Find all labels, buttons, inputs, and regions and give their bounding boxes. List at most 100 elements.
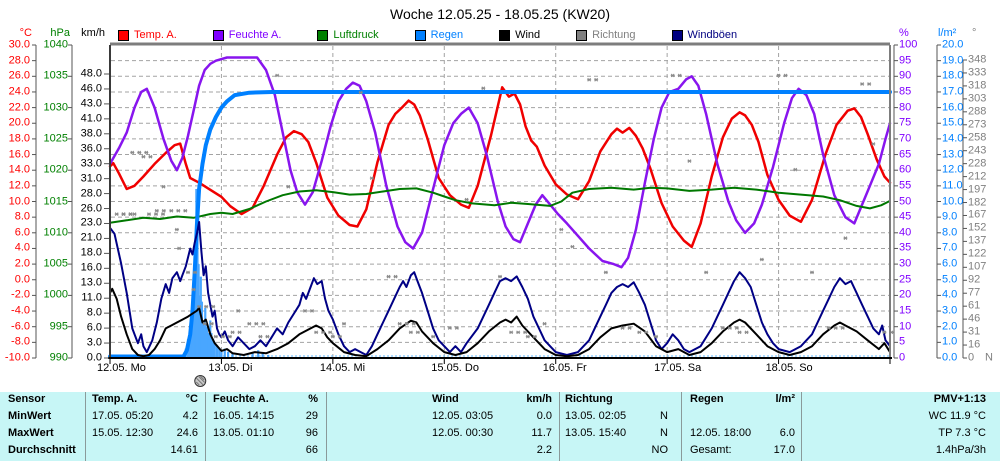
humidity-tick-label: 75: [899, 116, 912, 129]
wind-tick-label: 26.0: [80, 202, 102, 215]
humidity-tick-label: 30: [899, 257, 912, 270]
table-temp-min-date: 17.05. 05:20: [92, 410, 154, 422]
table-temp-max-value: 24.6: [176, 427, 198, 439]
direction-marker: [454, 326, 459, 330]
rain-tick-label: 0.0: [942, 351, 958, 364]
direction-marker: [498, 274, 502, 279]
direction-marker: [826, 326, 831, 330]
pressure-tick-label: 1015: [43, 195, 68, 207]
rain-bar: [204, 307, 207, 357]
direction-marker: [411, 321, 416, 326]
table-temp-unit: °C: [185, 393, 198, 405]
moon-phase-icon: [194, 375, 207, 387]
rain-bar: [211, 339, 215, 357]
direction-marker: [183, 208, 188, 213]
direction-marker: [415, 330, 420, 335]
direction-marker: [654, 334, 658, 339]
temp-tick-label: -2.0: [11, 288, 30, 301]
table-humidity-max-date: 13.05. 01:10: [213, 427, 275, 439]
direction-marker: [867, 82, 872, 86]
rain-bar: [188, 342, 191, 357]
rain-tick-label: 8.0: [942, 226, 958, 239]
table-wind-unit: km/h: [526, 393, 552, 405]
pressure-tick-label: 1030: [43, 101, 68, 114]
rain-tick-label: 2.0: [942, 320, 958, 333]
wind-tick-label: 16.0: [80, 261, 102, 274]
rain-tick-label: 15.0: [942, 116, 964, 129]
direction-tick-label: 0: [968, 351, 975, 364]
legend-swatch-icon: [118, 29, 129, 41]
direction-marker: [220, 334, 225, 339]
direction-marker: [525, 334, 530, 339]
table-rain-header: Regen: [690, 393, 724, 405]
temp-axis-unit: °C: [19, 27, 32, 39]
humidity-tick-label: 80: [899, 101, 912, 114]
direction-marker: [286, 184, 291, 189]
direction-marker: [330, 334, 335, 339]
wind-tick-label: 33.0: [80, 157, 102, 170]
temp-tick-label: 16.0: [8, 148, 30, 161]
table-column-separator: [205, 392, 206, 461]
direction-marker: [114, 212, 119, 217]
rain-tick-label: 18.0: [942, 69, 964, 82]
direction-tick-label: 16: [968, 338, 981, 351]
direction-marker: [620, 326, 625, 330]
x-axis-day-label: 13.05. Di: [208, 362, 253, 374]
humidity-tick-label: 20: [899, 288, 912, 301]
humidity-tick-label: 40: [899, 226, 912, 239]
direction-marker: [236, 309, 241, 313]
humidity-axis-unit: %: [899, 27, 909, 39]
pressure-tick-label: 1035: [43, 69, 68, 82]
direction-tick-label: 197: [968, 183, 987, 196]
humidity-tick-label: 90: [899, 69, 912, 82]
legend-swatch-icon: [499, 29, 511, 41]
table-extra-value: 1.4hPa/3h: [935, 444, 986, 456]
humidity-tick-label: 35: [899, 241, 912, 254]
legend-item-luftdruck: Luftdruck: [317, 29, 379, 41]
direction-tick-label: 92: [968, 273, 981, 286]
legend-label: Windböen: [687, 29, 738, 41]
legend-label: Wind: [515, 29, 541, 41]
legend-swatch-icon: [576, 29, 588, 41]
table-rain-total-value: 17.0: [773, 444, 795, 456]
direction-tick-label: 167: [968, 208, 987, 221]
temp-tick-label: 4.0: [14, 241, 30, 254]
rain-bar: [194, 248, 197, 357]
direction-marker: [677, 73, 682, 78]
table-wind-header: Wind: [432, 393, 459, 405]
wind-tick-label: 8.0: [86, 306, 102, 319]
direction-marker: [130, 150, 135, 155]
direction-marker: [161, 208, 166, 213]
direction-marker: [637, 330, 642, 335]
temp-tick-label: 10.0: [8, 195, 30, 207]
table-humidity-max-value: 96: [305, 427, 318, 439]
rain-tick-label: 11.0: [942, 179, 963, 192]
direction-marker: [603, 270, 608, 275]
direction-marker: [727, 326, 732, 330]
direction-marker: [148, 154, 153, 159]
direction-marker: [176, 208, 181, 213]
rain-bar: [202, 320, 205, 357]
rain-bar: [209, 320, 212, 357]
rain-tick-label: 12.0: [942, 163, 964, 176]
humidity-tick-label: 15: [899, 304, 912, 317]
rain-bar: [193, 289, 196, 357]
table-row-label: Sensor: [8, 393, 46, 405]
wind-tick-label: 43.0: [80, 97, 102, 110]
direction-marker: [128, 212, 133, 217]
direction-marker: [587, 77, 592, 82]
rain-bar: [251, 353, 254, 357]
pressure-tick-label: 1000: [43, 288, 68, 301]
direction-tick-label: 303: [968, 92, 987, 105]
rain-bar: [210, 332, 213, 357]
direction-tick-label: 273: [968, 118, 987, 131]
temp-tick-label: 0.0: [14, 273, 30, 286]
direction-axis-unit: °: [972, 27, 977, 39]
direction-marker: [744, 330, 749, 335]
rain-bar: [207, 332, 210, 357]
legend-label: Temp. A.: [134, 29, 177, 41]
direction-marker: [213, 334, 218, 339]
direction-tick-label: 152: [968, 221, 987, 234]
rain-bar: [196, 232, 199, 357]
direction-tick-label: 61: [968, 299, 981, 312]
